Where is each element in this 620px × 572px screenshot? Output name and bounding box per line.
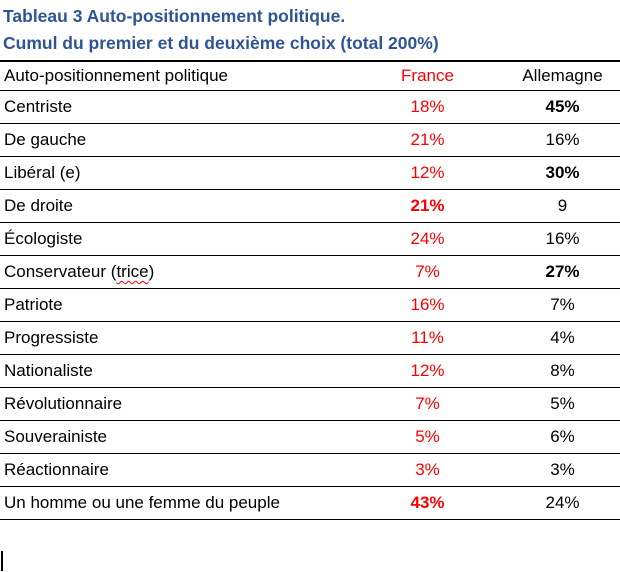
table-row: Un homme ou une femme du peuple 43% 24% <box>0 486 620 520</box>
row-label: Centriste <box>0 90 350 124</box>
france-value: 24% <box>350 222 505 256</box>
france-value: 5% <box>350 420 505 454</box>
label-text: ) <box>148 262 155 281</box>
spellcheck-wavy-word: trice <box>116 262 149 281</box>
table-row: Souverainiste 5% 6% <box>0 420 620 454</box>
table-row: Révolutionnaire 7% 5% <box>0 387 620 421</box>
table-row: Centriste 18% 45% <box>0 90 620 124</box>
header-allemagne: Allemagne <box>505 60 620 91</box>
allemagne-value: 27% <box>505 255 620 289</box>
france-value: 11% <box>350 321 505 355</box>
allemagne-value: 3% <box>505 453 620 487</box>
table-caption: Tableau 3 Auto-positionnement politique.… <box>0 0 620 57</box>
label-text: Conservateur ( <box>4 262 117 281</box>
caption-line-2: Cumul du premier et du deuxième choix (t… <box>3 33 439 53</box>
allemagne-value: 7% <box>505 288 620 322</box>
row-label: Révolutionnaire <box>0 387 350 421</box>
allemagne-value: 16% <box>505 222 620 256</box>
row-label: Souverainiste <box>0 420 350 454</box>
allemagne-value: 6% <box>505 420 620 454</box>
row-label: De gauche <box>0 123 350 157</box>
allemagne-value: 30% <box>505 156 620 190</box>
table-row: De droite 21% 9 <box>0 189 620 223</box>
row-label: Nationaliste <box>0 354 350 388</box>
allemagne-value: 5% <box>505 387 620 421</box>
row-label: Réactionnaire <box>0 453 350 487</box>
table-row: Patriote 16% 7% <box>0 288 620 322</box>
allemagne-value: 9 <box>505 189 620 223</box>
table-row: Écologiste 24% 16% <box>0 222 620 256</box>
allemagne-value: 8% <box>505 354 620 388</box>
france-value: 7% <box>350 255 505 289</box>
row-label: Conservateur (trice) <box>0 255 350 289</box>
row-label: Patriote <box>0 288 350 322</box>
france-value: 21% <box>350 123 505 157</box>
france-value: 7% <box>350 387 505 421</box>
france-value: 18% <box>350 90 505 124</box>
auto-positionnement-table: Auto-positionnement politique France All… <box>0 60 620 520</box>
table-row: Conservateur (trice) 7% 27% <box>0 255 620 289</box>
allemagne-value: 24% <box>505 486 620 520</box>
header-auto-positionnement-politique: Auto-positionnement politique <box>0 60 350 91</box>
row-label: Un homme ou une femme du peuple <box>0 486 350 520</box>
allemagne-value: 4% <box>505 321 620 355</box>
text-cursor <box>1 551 3 571</box>
table-row: De gauche 21% 16% <box>0 123 620 157</box>
france-value: 12% <box>350 156 505 190</box>
table-row: Progressiste 11% 4% <box>0 321 620 355</box>
france-value: 21% <box>350 189 505 223</box>
caption-line-1: Tableau 3 Auto-positionnement politique. <box>3 6 346 26</box>
table-row: Nationaliste 12% 8% <box>0 354 620 388</box>
row-label: Libéral (e) <box>0 156 350 190</box>
france-value: 16% <box>350 288 505 322</box>
row-label: Écologiste <box>0 222 350 256</box>
france-value: 12% <box>350 354 505 388</box>
table-row: Libéral (e) 12% 30% <box>0 156 620 190</box>
table-row: Réactionnaire 3% 3% <box>0 453 620 487</box>
row-label: De droite <box>0 189 350 223</box>
allemagne-value: 16% <box>505 123 620 157</box>
header-france: France <box>350 60 505 91</box>
france-value: 43% <box>350 486 505 520</box>
allemagne-value: 45% <box>505 90 620 124</box>
header-row: Auto-positionnement politique France All… <box>0 60 620 91</box>
france-value: 3% <box>350 453 505 487</box>
row-label: Progressiste <box>0 321 350 355</box>
